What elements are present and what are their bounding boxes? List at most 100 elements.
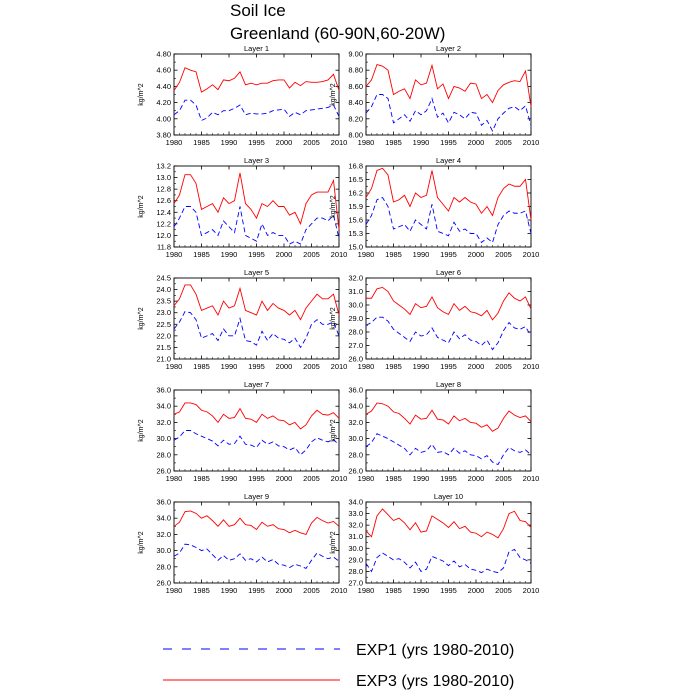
chart-panel-6: Layer 6 kg/m^2 26.0 27.0 28.0 29.0 30.0 31.0 32.… bbox=[330, 268, 539, 371]
x-tick-label: 1985 bbox=[385, 362, 402, 371]
x-tick-label: 2000 bbox=[276, 138, 293, 147]
chart-panel-4: Layer 4 kg/m^2 15.0 15.3 15.6 15.9 16.2 16.5 16.… bbox=[330, 156, 539, 259]
x-tick-label: 1985 bbox=[193, 250, 210, 259]
y-tick-label: 8.60 bbox=[348, 82, 363, 91]
exp3-series-line bbox=[173, 284, 340, 321]
y-axis-label: kg/m^2 bbox=[330, 531, 337, 553]
chart-panel-8: Layer 8 kg/m^2 26.0 28.0 30.0 32.0 34.0 36.0 198… bbox=[330, 380, 539, 483]
y-tick-label: 4.60 bbox=[156, 66, 171, 75]
x-tick-label: 1980 bbox=[358, 362, 375, 371]
x-tick-label: 1990 bbox=[221, 250, 238, 259]
y-tick-label: 9.00 bbox=[348, 50, 363, 59]
x-tick-label: 2000 bbox=[468, 138, 485, 147]
y-tick-label: 11.8 bbox=[157, 243, 171, 252]
exp3-series-line bbox=[366, 286, 532, 321]
y-tick-label: 27.0 bbox=[348, 579, 363, 588]
y-tick-label: 32.0 bbox=[348, 521, 363, 530]
panel-title: Layer 6 bbox=[436, 268, 461, 277]
x-tick-label: 1990 bbox=[221, 138, 238, 147]
y-tick-label: 31.0 bbox=[348, 287, 363, 296]
panel-title: Layer 1 bbox=[244, 44, 269, 53]
plot-frame bbox=[173, 501, 340, 584]
x-tick-label: 2000 bbox=[276, 362, 293, 371]
x-tick-label: 1985 bbox=[385, 250, 402, 259]
y-tick-label: 34.0 bbox=[156, 402, 171, 411]
y-tick-label: 8.40 bbox=[348, 98, 363, 107]
y-tick-label: 28.0 bbox=[348, 567, 363, 576]
plot-frame bbox=[173, 277, 340, 360]
y-tick-label: 29.0 bbox=[348, 555, 363, 564]
chart-panel-3: Layer 3 kg/m^2 11.8 12.0 12.2 12.4 12.6 12.8 13.… bbox=[138, 156, 347, 259]
y-tick-label: 16.5 bbox=[348, 175, 363, 184]
y-tick-label: 24.0 bbox=[156, 285, 171, 294]
x-tick-label: 2000 bbox=[276, 250, 293, 259]
x-tick-label: 2010 bbox=[331, 362, 348, 371]
x-tick-label: 1995 bbox=[440, 474, 457, 483]
y-tick-label: 13.0 bbox=[156, 173, 171, 182]
panel-title: Layer 10 bbox=[434, 492, 463, 501]
y-axis-label: kg/m^2 bbox=[138, 419, 145, 441]
chart-panel-7: Layer 7 kg/m^2 26.0 28.0 30.0 32.0 34.0 36.0 198… bbox=[138, 380, 347, 483]
y-tick-label: 36.0 bbox=[348, 386, 363, 395]
x-tick-label: 1990 bbox=[413, 362, 430, 371]
y-tick-label: 4.00 bbox=[156, 114, 171, 123]
exp3-series-line bbox=[173, 402, 340, 430]
x-tick-label: 1985 bbox=[385, 474, 402, 483]
y-tick-label: 26.0 bbox=[348, 467, 363, 476]
y-tick-label: 26.0 bbox=[348, 355, 363, 364]
y-tick-label: 29.0 bbox=[348, 314, 363, 323]
x-tick-label: 1995 bbox=[440, 250, 457, 259]
y-tick-label: 26.0 bbox=[156, 579, 171, 588]
y-axis-label: kg/m^2 bbox=[330, 83, 337, 105]
x-tick-label: 1985 bbox=[193, 474, 210, 483]
exp1-series-line bbox=[365, 196, 532, 244]
y-tick-label: 8.00 bbox=[348, 131, 363, 140]
x-tick-label: 2005 bbox=[303, 250, 320, 259]
x-tick-label: 2010 bbox=[331, 250, 348, 259]
x-tick-label: 2010 bbox=[523, 250, 540, 259]
exp3-series-line bbox=[365, 508, 532, 539]
exp3-series-line bbox=[173, 510, 340, 535]
x-tick-label: 1980 bbox=[166, 138, 183, 147]
x-tick-label: 1990 bbox=[221, 362, 238, 371]
x-tick-label: 2005 bbox=[303, 138, 320, 147]
plot-frame bbox=[365, 277, 532, 360]
y-axis-label: kg/m^2 bbox=[138, 307, 145, 329]
y-tick-label: 32.0 bbox=[348, 274, 363, 283]
exp1-series-line bbox=[173, 99, 340, 122]
exp3-series-line bbox=[365, 63, 532, 107]
y-tick-label: 22.5 bbox=[156, 320, 171, 329]
y-tick-label: 23.5 bbox=[156, 297, 171, 306]
y-tick-label: 8.20 bbox=[348, 114, 363, 123]
x-tick-label: 2010 bbox=[331, 138, 348, 147]
y-axis-label: kg/m^2 bbox=[330, 195, 337, 217]
x-tick-label: 2005 bbox=[495, 586, 512, 595]
chart-panel-2: Layer 2 kg/m^2 8.00 8.20 8.40 8.60 8.80 9.00 198… bbox=[330, 44, 539, 147]
y-tick-label: 15.3 bbox=[348, 229, 363, 238]
x-tick-label: 1980 bbox=[358, 138, 375, 147]
x-tick-label: 2005 bbox=[303, 586, 320, 595]
x-tick-label: 2005 bbox=[303, 362, 320, 371]
chart-panel-5: Layer 5 kg/m^2 21.0 21.5 22.0 22.5 23.0 23.5 24.… bbox=[138, 268, 347, 371]
plot-frame bbox=[365, 389, 532, 472]
x-tick-label: 2000 bbox=[468, 250, 485, 259]
y-tick-label: 15.9 bbox=[348, 202, 363, 211]
x-tick-label: 2000 bbox=[468, 362, 485, 371]
x-tick-label: 1980 bbox=[358, 586, 375, 595]
x-tick-label: 2010 bbox=[523, 586, 540, 595]
x-tick-label: 1985 bbox=[385, 586, 402, 595]
x-tick-label: 2010 bbox=[331, 586, 348, 595]
y-tick-label: 30.0 bbox=[156, 546, 171, 555]
y-tick-label: 23.0 bbox=[156, 308, 171, 317]
plot-frame bbox=[173, 389, 340, 472]
x-tick-label: 2005 bbox=[495, 474, 512, 483]
chart-panel-1: Layer 1 kg/m^2 3.80 4.00 4.20 4.40 4.60 4.80 198… bbox=[138, 44, 347, 147]
panel-title: Layer 7 bbox=[244, 380, 269, 389]
y-tick-label: 4.20 bbox=[156, 98, 171, 107]
plot-frame bbox=[365, 53, 532, 136]
x-tick-label: 1995 bbox=[440, 586, 457, 595]
exp3-series-line bbox=[365, 167, 532, 221]
x-tick-label: 1995 bbox=[248, 250, 265, 259]
exp3-series-line bbox=[365, 402, 532, 432]
x-tick-label: 1980 bbox=[166, 474, 183, 483]
